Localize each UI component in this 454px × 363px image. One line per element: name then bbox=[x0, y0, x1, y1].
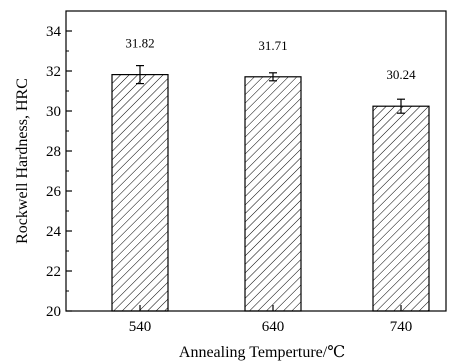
bar-540 bbox=[111, 73, 169, 312]
data-label-540: 31.82 bbox=[125, 36, 154, 51]
error-bars-layer bbox=[136, 64, 405, 114]
x-tick-label-740: 740 bbox=[390, 319, 413, 335]
y-tick-label-32: 32 bbox=[46, 64, 61, 80]
y-tick-label-20: 20 bbox=[46, 304, 61, 320]
y-tick-label-22: 22 bbox=[46, 264, 61, 280]
bars-layer bbox=[111, 73, 430, 312]
y-tick-label-24: 24 bbox=[46, 224, 62, 240]
labels-layer: 31.82 31.71 30.24 bbox=[125, 36, 416, 83]
x-tick-label-640: 640 bbox=[262, 319, 285, 335]
data-label-740: 30.24 bbox=[386, 67, 416, 82]
bar-740 bbox=[372, 105, 430, 312]
axis-layer: 540 640 740 20 22 24 26 28 30 32 34 bbox=[46, 10, 413, 335]
y-tick-label-34: 34 bbox=[46, 24, 62, 40]
plot-frame bbox=[65, 10, 447, 312]
x-axis-title: Annealing Temperture/℃ bbox=[179, 344, 345, 361]
bar-640 bbox=[244, 76, 302, 312]
y-axis-title: Rockwell Hardness, HRC bbox=[14, 78, 31, 244]
data-label-640: 31.71 bbox=[258, 38, 287, 53]
y-tick-label-28: 28 bbox=[46, 144, 61, 160]
y-tick-label-30: 30 bbox=[46, 104, 61, 120]
x-tick-label-540: 540 bbox=[129, 319, 152, 335]
y-tick-label-26: 26 bbox=[46, 184, 62, 200]
